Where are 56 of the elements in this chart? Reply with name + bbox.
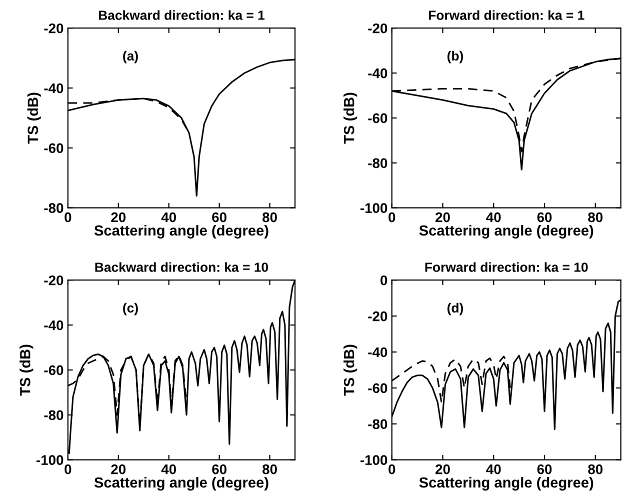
- y-tick-label: -100: [36, 455, 64, 465]
- y-tick-label: -20: [368, 23, 388, 34]
- y-tick-label: -20: [44, 275, 64, 286]
- y-tick-label: -20: [368, 311, 388, 322]
- chart-title: Forward direction: ka = 10: [425, 262, 588, 272]
- x-tick-label: 0: [64, 212, 72, 222]
- x-tick-label: 80: [588, 464, 603, 474]
- y-tick-label: -20: [44, 23, 64, 34]
- y-axis-title: TS (dB): [344, 344, 358, 396]
- x-tick-label: 80: [262, 464, 277, 474]
- y-tick-label: -60: [44, 365, 64, 376]
- y-tick-label: -100: [360, 455, 388, 465]
- annotation: (b): [447, 50, 464, 64]
- y-tick-label: -80: [44, 410, 64, 420]
- x-tick-label: 0: [388, 464, 396, 474]
- y-tick-label: -40: [44, 320, 64, 330]
- x-tick-label: 40: [161, 212, 176, 222]
- x-tick-label: 60: [212, 464, 226, 474]
- y-tick-label: -60: [368, 113, 388, 124]
- chart-title: Forward direction: ka = 1: [428, 10, 584, 20]
- x-tick-label: 40: [486, 212, 501, 222]
- x-tick-label: 60: [537, 464, 552, 474]
- y-tick-label: -60: [368, 383, 388, 394]
- y-tick-label: -40: [368, 347, 388, 358]
- x-axis-title: Scattering angle (degree): [94, 476, 268, 491]
- x-tick-label: 60: [537, 212, 552, 222]
- y-tick-label: 0: [380, 275, 388, 286]
- x-tick-label: 0: [64, 464, 72, 474]
- y-axis-title: TS (dB): [27, 92, 41, 144]
- annotation: (c): [123, 302, 138, 316]
- y-tick-label: -40: [368, 68, 388, 78]
- annotation: (a): [123, 50, 138, 64]
- annotation: (d): [447, 302, 464, 316]
- x-tick-label: 40: [161, 464, 176, 474]
- x-axis-title: Scattering angle (degree): [419, 224, 594, 239]
- x-tick-label: 20: [111, 212, 126, 222]
- y-tick-label: -80: [368, 158, 388, 168]
- y-tick-label: -60: [44, 143, 64, 154]
- x-tick-label: 20: [436, 212, 450, 222]
- x-tick-label: 20: [111, 464, 126, 474]
- y-axis-title: TS (dB): [20, 344, 34, 396]
- x-tick-label: 80: [588, 212, 603, 222]
- y-tick-label: -40: [44, 83, 64, 94]
- x-tick-label: 0: [388, 212, 396, 222]
- chart-title: Backward direction: ka = 10: [95, 262, 268, 272]
- chart-title: Backward direction: ka = 1: [98, 10, 265, 20]
- y-tick-label: -80: [368, 419, 388, 430]
- x-tick-label: 40: [486, 464, 501, 474]
- x-tick-label: 80: [262, 212, 277, 222]
- y-axis-title: TS (dB): [344, 92, 358, 144]
- x-axis-title: Scattering angle (degree): [419, 476, 594, 491]
- y-tick-label: -80: [44, 203, 64, 213]
- x-tick-label: 20: [436, 464, 450, 474]
- x-axis-title: Scattering angle (degree): [94, 224, 268, 239]
- y-tick-label: -100: [360, 203, 388, 213]
- x-tick-label: 60: [212, 212, 226, 222]
